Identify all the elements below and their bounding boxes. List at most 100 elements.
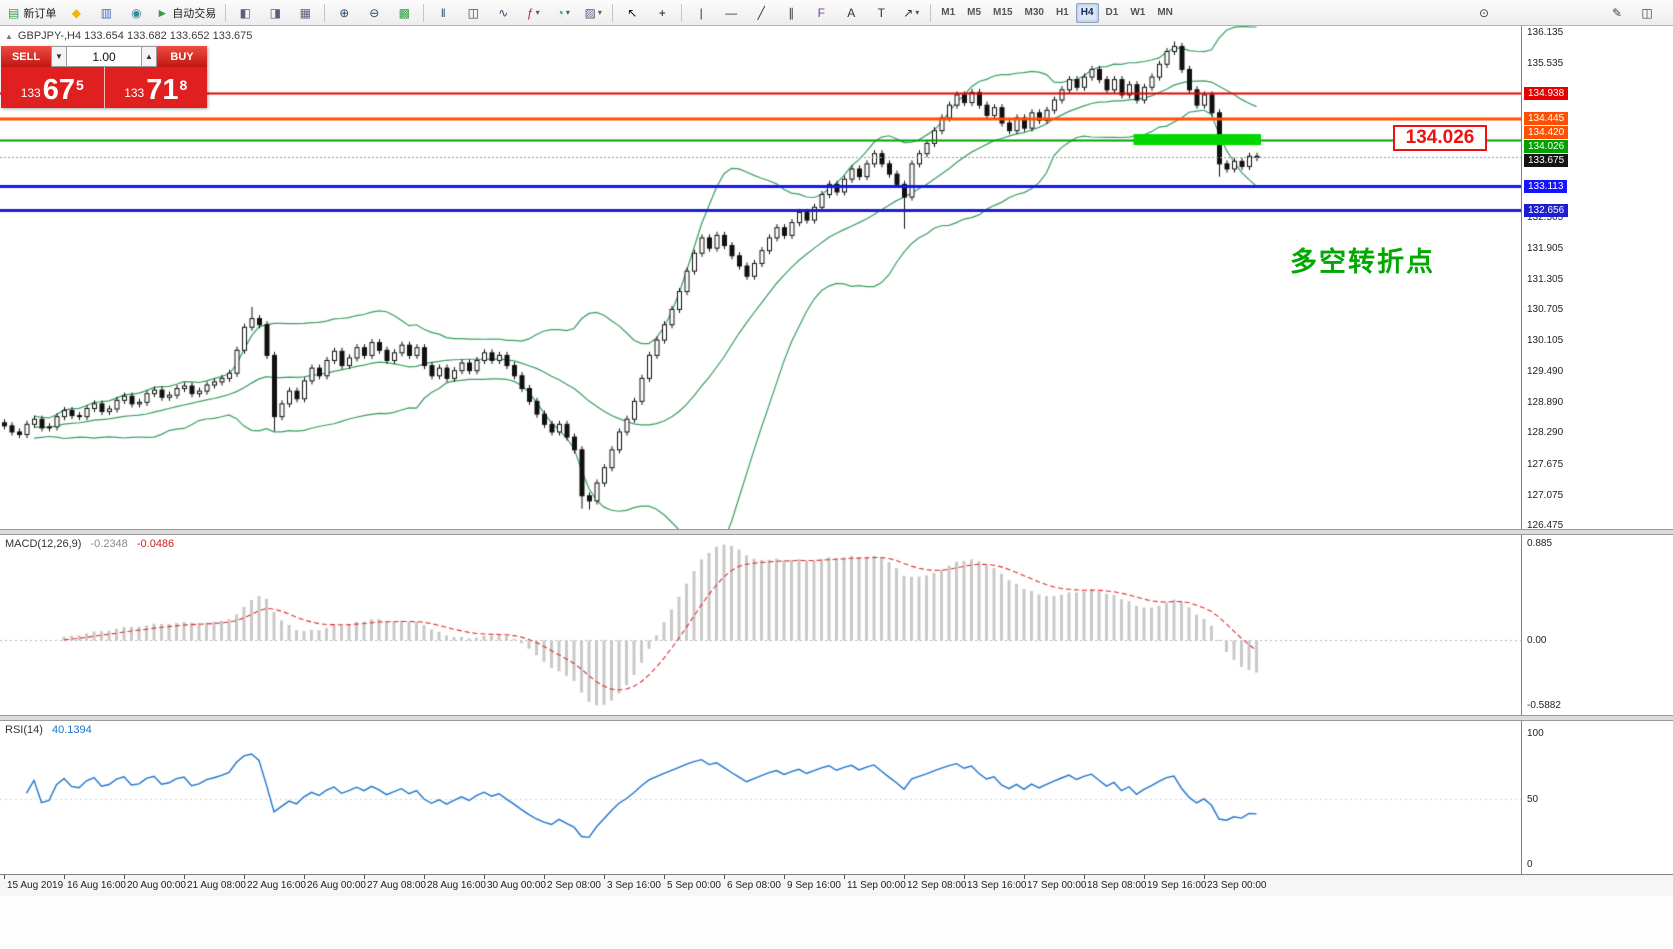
time-axis-label: 5 Sep 00:00 — [667, 880, 721, 891]
price-axis-label: 129.490 — [1527, 366, 1564, 378]
panel-toggle-button[interactable]: ◫ — [1633, 2, 1661, 24]
horizontal-line-icon: — — [725, 5, 738, 20]
candlestick-mode-button[interactable]: ◫ — [459, 2, 487, 24]
time-axis-label: 12 Sep 08:00 — [907, 880, 967, 891]
macd-canvas[interactable] — [0, 535, 1521, 715]
timeframe-m1-button[interactable]: M1 — [941, 7, 956, 18]
price-axis-label: 130.705 — [1527, 304, 1564, 316]
search-button[interactable]: ⊙ — [1470, 2, 1498, 24]
timeframe-m30-button[interactable]: M30 — [1024, 7, 1044, 18]
price-axis-label: 128.890 — [1527, 396, 1564, 408]
buy-price-display[interactable]: 133 71 8 — [105, 67, 208, 108]
rsi-canvas[interactable] — [0, 721, 1521, 874]
crosshair-button[interactable]: + — [648, 2, 676, 24]
pane-divider[interactable] — [0, 715, 1673, 721]
text-button[interactable]: A — [837, 2, 865, 24]
arrange-windows-button[interactable]: ▦ — [291, 2, 319, 24]
time-axis-tick — [604, 875, 605, 879]
time-axis-label: 30 Aug 00:00 — [487, 880, 546, 891]
time-axis-label: 17 Sep 00:00 — [1027, 880, 1087, 891]
macd-pane[interactable]: MACD(12,26,9) -0.2348 -0.0486 — [0, 535, 1521, 715]
auto-trading-label: 自动交易 — [172, 7, 217, 20]
new-order-button[interactable]: ▤ 新订单 — [4, 2, 60, 24]
toolbar-separator — [612, 3, 614, 22]
cursor-button[interactable]: ↖ — [618, 2, 646, 24]
timeframe-w1-button[interactable]: W1 — [1130, 7, 1146, 18]
text-icon: A — [847, 5, 856, 20]
bar-chart-mode-icon: ‖ — [440, 5, 446, 20]
new-order-icon: ▤ — [8, 5, 20, 20]
timeframe-h4-button[interactable]: H4 — [1075, 2, 1099, 23]
sell-price-display[interactable]: 133 67 5 — [1, 67, 105, 108]
timeframe-h1-button[interactable]: H1 — [1055, 7, 1069, 18]
fibonacci-retracement-button[interactable]: F — [807, 2, 835, 24]
time-axis-tick — [64, 875, 65, 879]
volume-input[interactable]: 1.00 — [67, 46, 141, 67]
sell-button[interactable]: SELL — [1, 46, 51, 67]
pane-divider[interactable] — [0, 529, 1673, 535]
bar-chart-mode-button[interactable]: ‖ — [429, 2, 457, 24]
trendline-button[interactable]: ╱ — [747, 2, 775, 24]
cascade-windows-button[interactable]: ◨ — [261, 2, 289, 24]
equidistant-channel-button[interactable]: ∥ — [777, 2, 805, 24]
periods-button[interactable]: ◔ ▾ — [549, 2, 577, 24]
price-axis-label: 131.305 — [1527, 273, 1564, 285]
time-axis[interactable]: 15 Aug 2019 16 Aug 16:00 20 Aug 00:00 21 Au… — [0, 874, 1673, 896]
indicators-button[interactable]: ƒ ▾ — [519, 2, 547, 24]
navigator-button[interactable]: ◉ — [122, 2, 150, 24]
rsi-axis-label: 50 — [1527, 793, 1539, 805]
templates-button[interactable]: ▨ ▾ — [579, 2, 607, 24]
cascade-windows-icon: ◨ — [269, 5, 281, 20]
indicators-caret: ▾ — [535, 8, 540, 17]
tile-windows-button[interactable]: ◧ — [231, 2, 259, 24]
favorites-button[interactable]: ◆ — [62, 2, 90, 24]
periods-icon: ◔ — [556, 5, 564, 20]
window-bottom-area — [0, 896, 1673, 949]
price-axis-label: 135.535 — [1527, 57, 1564, 69]
market-watch-button[interactable]: ▥ — [92, 2, 120, 24]
rsi-header: RSI(14) 40.1394 — [5, 724, 92, 736]
timeframe-d1-button[interactable]: D1 — [1105, 7, 1119, 18]
arrows-icon: ↗ — [903, 5, 914, 20]
zoom-in-button[interactable]: ⊕ — [330, 2, 358, 24]
timeframe-mn-button[interactable]: MN — [1157, 7, 1173, 18]
strategy-tester-icon: ▩ — [398, 5, 410, 20]
rsi-axis[interactable]: 100 50 0 — [1521, 721, 1673, 874]
rsi-pane[interactable]: RSI(14) 40.1394 — [0, 721, 1521, 874]
symbol-ohlc-text: GBPJPY-,H4 133.654 133.682 133.652 133.6… — [17, 30, 253, 42]
collapse-trade-panel-icon[interactable]: ▲ — [5, 32, 13, 41]
text-label-button[interactable]: T — [867, 2, 895, 24]
arrows-button[interactable]: ↗ ▾ — [897, 2, 925, 24]
price-chart-pane[interactable]: ▲ GBPJPY-,H4 133.654 133.682 133.652 133.… — [0, 26, 1521, 529]
price-chart-canvas[interactable] — [0, 26, 1521, 529]
buy-button[interactable]: BUY — [157, 46, 207, 67]
time-axis-label: 3 Sep 16:00 — [607, 880, 661, 891]
macd-axis[interactable]: 0.885 0.00 -0.5882 — [1521, 535, 1673, 715]
sell-price-pip: 5 — [76, 77, 84, 93]
volume-decrease-button[interactable]: ▼ — [51, 46, 67, 67]
horizontal-line-button[interactable]: — — [717, 2, 745, 24]
price-axis[interactable]: 136.135 135.535 132.505 131.905 131.305 130.7… — [1521, 26, 1673, 529]
turning-point-annotation: 多空转折点 — [1290, 247, 1435, 277]
strategy-tester-button[interactable]: ▩ — [390, 2, 418, 24]
zoom-in-icon: ⊕ — [339, 5, 350, 20]
favorites-icon: ◆ — [71, 5, 81, 20]
time-axis-tick — [784, 875, 785, 879]
edit-button[interactable]: ✎ — [1603, 2, 1631, 24]
line-chart-mode-button[interactable]: ∿ — [489, 2, 517, 24]
timeframe-m15-button[interactable]: M15 — [993, 7, 1013, 18]
buy-price-pip: 8 — [179, 77, 188, 93]
vertical-line-button[interactable]: | — [687, 2, 715, 24]
timeframe-m5-button[interactable]: M5 — [967, 7, 982, 18]
macd-axis-label: 0.885 — [1527, 538, 1553, 550]
time-axis-tick — [304, 875, 305, 879]
price-axis-label: 128.290 — [1527, 427, 1564, 439]
price-callout-label: 134.026 — [1393, 125, 1487, 151]
zoom-out-button[interactable]: ⊖ — [360, 2, 388, 24]
auto-trading-button[interactable]: ► 自动交易 — [152, 2, 220, 24]
volume-increase-button[interactable]: ▲ — [141, 46, 157, 67]
time-axis-tick — [904, 875, 905, 879]
price-axis-label: 136.135 — [1527, 26, 1564, 38]
price-axis-badge: 134.938 — [1524, 86, 1569, 100]
toolbar-right-group: ⊙ ✎ ◫ — [1469, 2, 1670, 24]
